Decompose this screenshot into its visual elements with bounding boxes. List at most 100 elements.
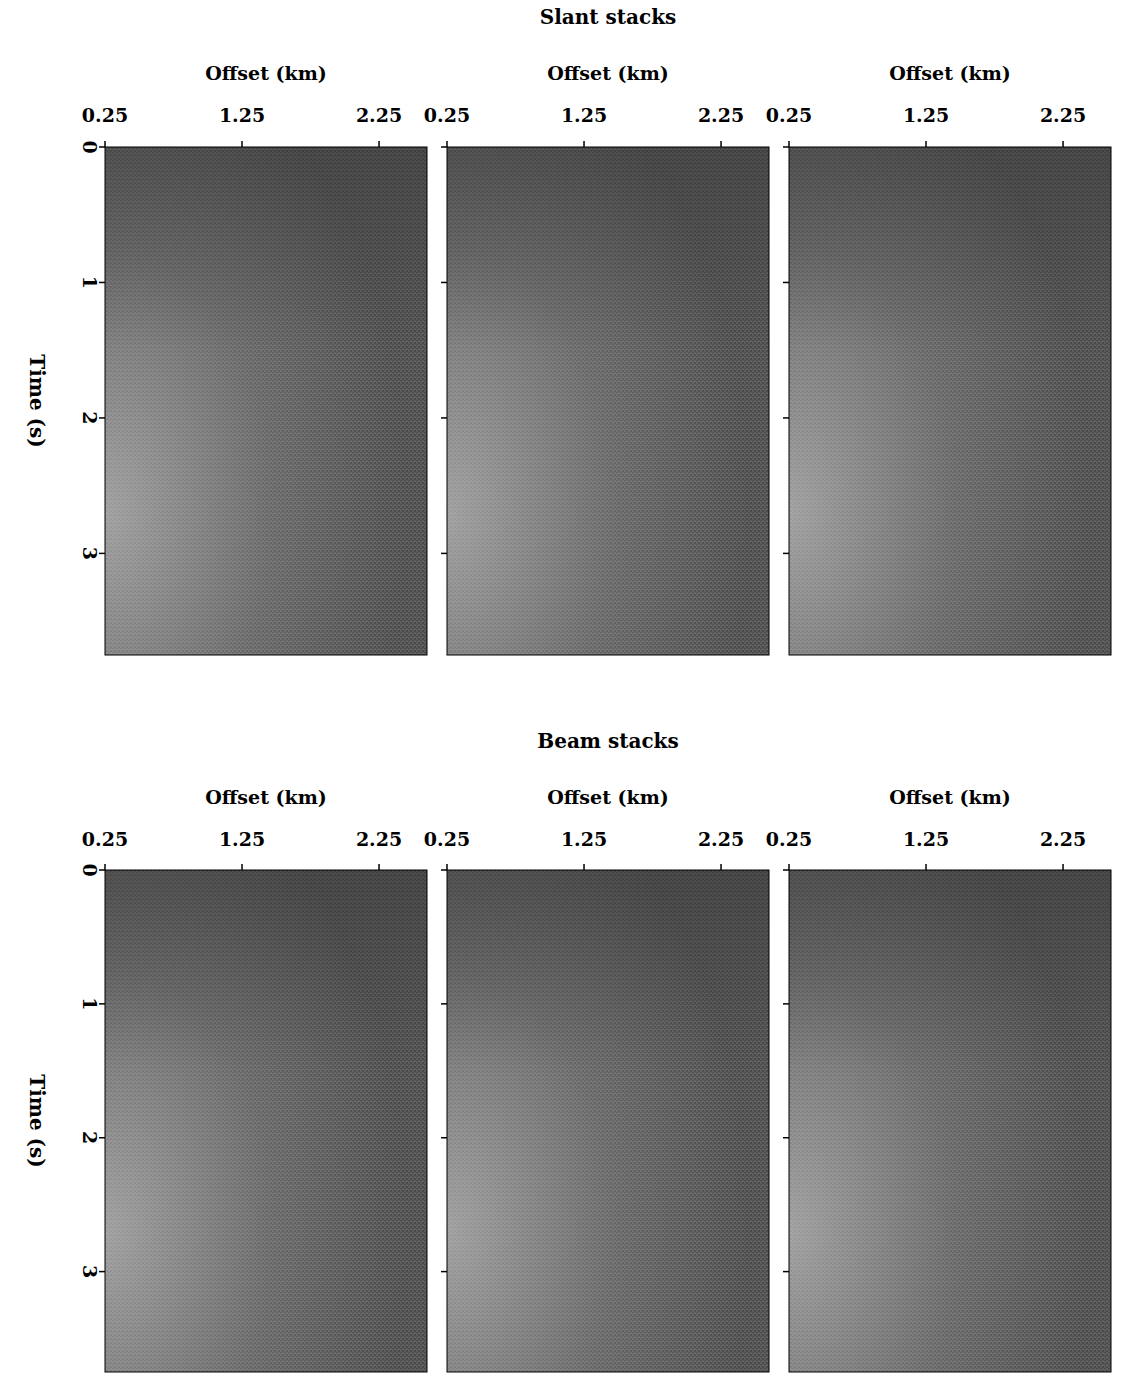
x-tick-label: 0.25 xyxy=(766,828,812,850)
image-shading xyxy=(105,147,427,655)
x-tick xyxy=(925,141,927,147)
panel-frame xyxy=(789,147,1111,655)
y-tick xyxy=(783,1137,789,1139)
image-shading xyxy=(447,147,769,655)
x-tick-label: 2.25 xyxy=(1040,828,1086,850)
x-tick-label: 0.25 xyxy=(424,828,470,850)
row-title: Slant stacks xyxy=(540,5,677,29)
panel: Offset (km)0.251.252.250123 xyxy=(79,786,427,1372)
y-tick xyxy=(441,1271,447,1273)
image-background xyxy=(105,870,427,1372)
image-background xyxy=(789,870,1111,1372)
panel: Offset (km) 0.25 1.25 2.25 xyxy=(766,786,1111,1372)
y-tick-label: 0 xyxy=(79,140,101,153)
y-tick xyxy=(783,1271,789,1273)
y-tick xyxy=(441,869,447,871)
y-tick xyxy=(441,417,447,419)
seismic-image xyxy=(105,147,427,655)
y-tick-label: 1 xyxy=(79,997,101,1010)
panel: Offset (km)0.251.252.25 xyxy=(766,62,1111,655)
y-tick xyxy=(441,1003,447,1005)
x-axis-title: Offset (km) xyxy=(889,786,1011,808)
panel-frame xyxy=(447,870,769,1372)
x-tick-label: 1.25 xyxy=(561,104,607,126)
x-tick-label: 1.25 xyxy=(219,104,265,126)
image-shading xyxy=(789,870,1111,1372)
x-tick xyxy=(720,141,722,147)
image-background xyxy=(789,147,1111,655)
x-tick xyxy=(241,864,243,870)
y-tick-label: 3 xyxy=(79,1265,101,1278)
x-tick xyxy=(925,864,927,870)
y-tick-label: 3 xyxy=(79,547,101,560)
seismic-image xyxy=(447,870,769,1372)
y-tick-label: 2 xyxy=(79,411,101,424)
y-tick xyxy=(783,869,789,871)
x-tick xyxy=(378,864,380,870)
image-shading xyxy=(789,147,1111,655)
x-axis-title: Offset (km) xyxy=(889,62,1011,84)
y-axis-title: Time (s) xyxy=(25,354,49,448)
image-background xyxy=(105,147,427,655)
x-tick xyxy=(1062,864,1064,870)
panel-frame xyxy=(105,147,427,655)
x-tick-label: 2.25 xyxy=(698,104,744,126)
x-tick xyxy=(583,864,585,870)
x-axis-title: Offset (km) xyxy=(547,786,669,808)
y-tick xyxy=(441,553,447,555)
y-tick-label: 1 xyxy=(79,276,101,289)
row: Beam stacks Time (s) Offset (km) 0.25 1.25 2.… xyxy=(25,729,1111,1372)
y-tick xyxy=(441,282,447,284)
x-tick xyxy=(378,141,380,147)
panel: Offset (km)0.251.252.25 xyxy=(424,62,769,655)
y-tick-label: 2 xyxy=(79,1131,101,1144)
image-shading xyxy=(447,147,769,655)
image-shading xyxy=(447,870,769,1372)
x-tick-label: 0.25 xyxy=(82,104,128,126)
panel: Offset (km)0.251.252.25 xyxy=(424,786,769,1372)
x-tick-label: 2.25 xyxy=(1040,104,1086,126)
x-tick xyxy=(446,864,448,870)
x-tick-label: 2.25 xyxy=(698,828,744,850)
y-tick xyxy=(783,417,789,419)
image-shading xyxy=(447,870,769,1372)
x-tick xyxy=(1062,141,1064,147)
x-tick-label: 0.25 xyxy=(82,828,128,850)
x-tick-label: 2.25 xyxy=(356,828,402,850)
seismic-image xyxy=(447,147,769,655)
row: Slant stacks Time (s) Offset (km) 0.25 1.25 2… xyxy=(25,5,1111,655)
image-background xyxy=(447,870,769,1372)
y-tick xyxy=(783,282,789,284)
x-tick xyxy=(104,864,106,870)
y-tick xyxy=(783,1003,789,1005)
image-shading xyxy=(789,870,1111,1372)
x-tick-label: 2.25 xyxy=(356,104,402,126)
x-tick xyxy=(583,141,585,147)
image-shading xyxy=(105,147,427,655)
x-tick xyxy=(788,141,790,147)
figure: Slant stacks Time (s) Offset (km) 0.25 1.25 2… xyxy=(0,0,1136,1382)
x-tick-label: 1.25 xyxy=(903,104,949,126)
image-background xyxy=(447,147,769,655)
x-tick-label: 1.25 xyxy=(219,828,265,850)
image-shading xyxy=(789,147,1111,655)
seismic-image xyxy=(789,870,1111,1372)
panel-frame xyxy=(105,870,427,1372)
y-axis-title: Time (s) xyxy=(25,1074,49,1168)
x-tick xyxy=(446,141,448,147)
image-shading xyxy=(105,870,427,1372)
x-axis-title: Offset (km) xyxy=(205,786,327,808)
row-title: Beam stacks xyxy=(537,729,678,753)
panel: Offset (km) 0.25 1.25 2.25 0 1 2 3 xyxy=(79,62,427,655)
x-axis-title: Offset (km) xyxy=(547,62,669,84)
y-tick xyxy=(441,146,447,148)
panel-frame xyxy=(789,870,1111,1372)
seismic-image xyxy=(105,870,427,1372)
y-tick xyxy=(441,1137,447,1139)
image-shading xyxy=(105,870,427,1372)
x-tick-label: 1.25 xyxy=(903,828,949,850)
x-axis-title: Offset (km) xyxy=(205,62,327,84)
y-tick xyxy=(783,146,789,148)
x-tick xyxy=(241,141,243,147)
x-tick xyxy=(720,864,722,870)
